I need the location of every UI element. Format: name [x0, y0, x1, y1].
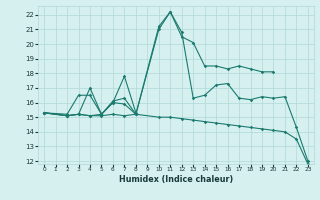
X-axis label: Humidex (Indice chaleur): Humidex (Indice chaleur) — [119, 175, 233, 184]
